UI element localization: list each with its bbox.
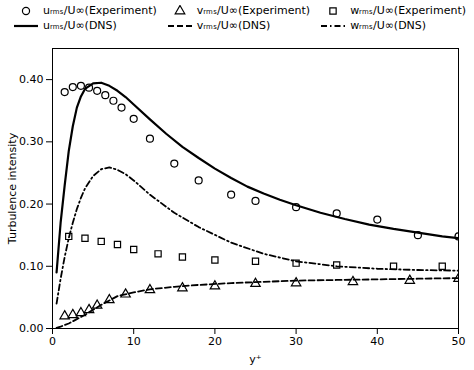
svg-text:0.00: 0.00 xyxy=(19,322,44,335)
svg-text:20: 20 xyxy=(208,335,222,348)
html-text:wᵣₘₛ/U∞(DNS): wᵣₘₛ/U∞(DNS) xyxy=(350,19,427,32)
svg-text:Turbulence intensity: Turbulence intensity xyxy=(6,132,19,245)
svg-text:0: 0 xyxy=(49,335,56,348)
html-text:vᵣₘₛ/U∞(Experiment): vᵣₘₛ/U∞(Experiment) xyxy=(196,4,311,17)
svg-text:0.10: 0.10 xyxy=(19,260,44,273)
svg-text:0.40: 0.40 xyxy=(19,73,44,86)
svg-text:10: 10 xyxy=(127,335,141,348)
html-text:wᵣₘₛ/U∞(Experiment): wᵣₘₛ/U∞(Experiment) xyxy=(350,4,466,17)
html-text:vᵣₘₛ/U∞(DNS): vᵣₘₛ/U∞(DNS) xyxy=(196,19,271,32)
svg-text:50: 50 xyxy=(452,335,466,348)
svg-text:40: 40 xyxy=(370,335,384,348)
html-text:uᵣₘₛ/U∞(DNS): uᵣₘₛ/U∞(DNS) xyxy=(42,19,117,32)
html-text:uᵣₘₛ/U∞(Experiment): uᵣₘₛ/U∞(Experiment) xyxy=(42,4,157,17)
svg-text:0.30: 0.30 xyxy=(19,135,44,148)
svg-text:y⁺: y⁺ xyxy=(249,353,262,366)
svg-text:30: 30 xyxy=(289,335,303,348)
svg-text:0.20: 0.20 xyxy=(19,198,44,211)
